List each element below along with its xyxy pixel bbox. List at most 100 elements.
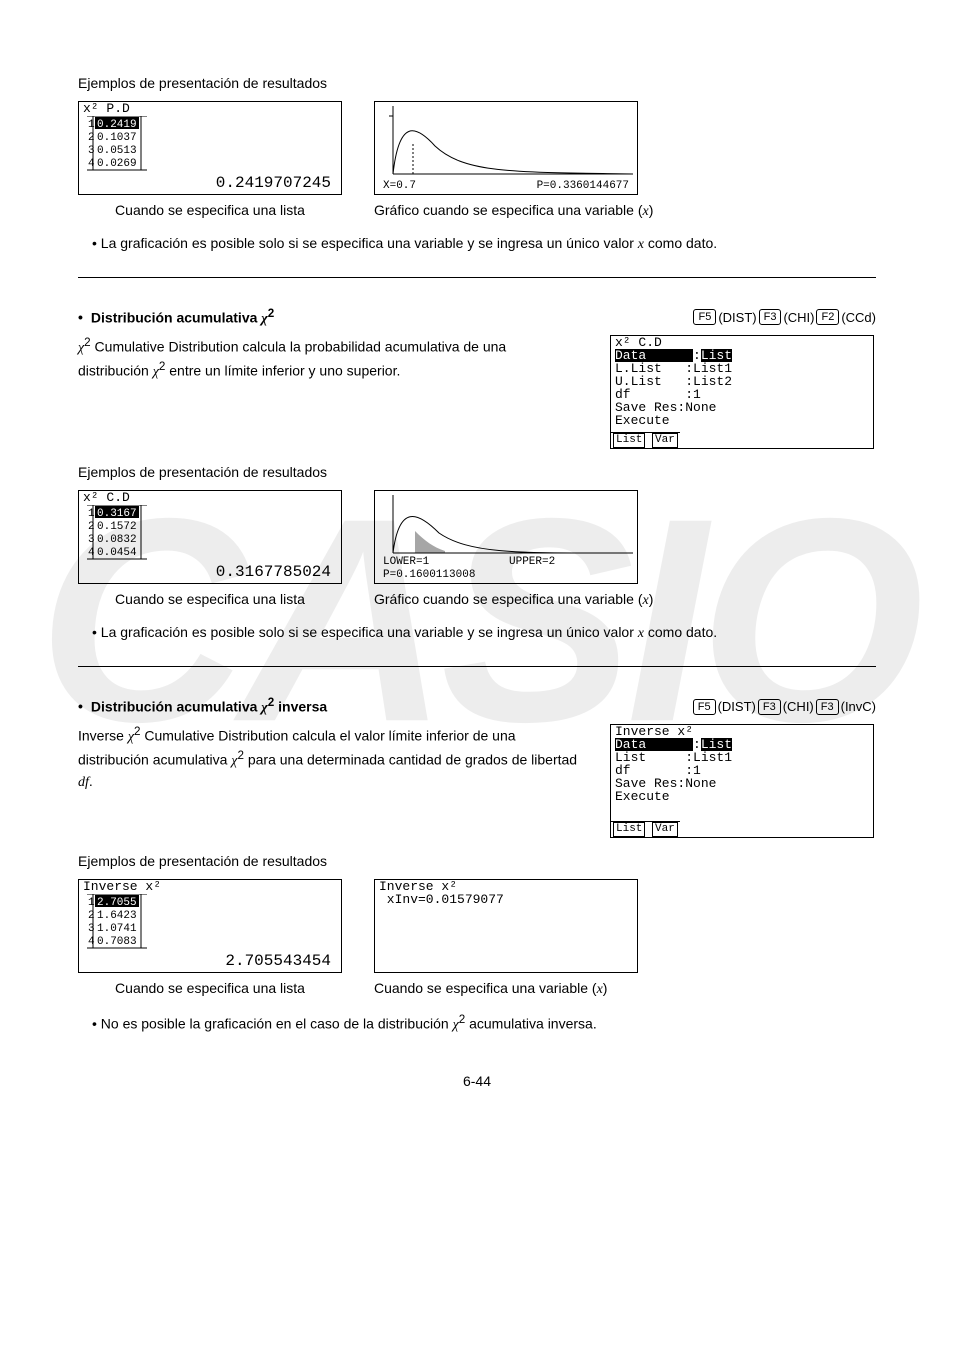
svg-text:0.2419: 0.2419 [97, 119, 137, 131]
lcd-chi2-cum-setup: x² C.D Data :List L.List :List1 U.List :… [610, 335, 874, 449]
svg-text:3: 3 [88, 534, 95, 546]
caption-inv-right: Cuando se especifica una variable (x) [374, 979, 638, 1000]
top-results-row: x² P.D 1 2 3 4 0.2419 0.1037 0.0513 0.02… [78, 101, 876, 222]
svg-text:0.0832: 0.0832 [97, 534, 137, 546]
svg-text:1: 1 [88, 119, 95, 131]
chi2-inv-row: Inverse χ2 Cumulative Distribution calcu… [78, 724, 876, 838]
chi2-cum-row: χ2 Cumulative Distribution calcula la pr… [78, 335, 876, 449]
inv-line2: xInv=0.01579077 [375, 893, 637, 906]
fkey-f2: F2 [816, 309, 839, 325]
svg-text:0.0454: 0.0454 [97, 547, 137, 559]
svg-text:2: 2 [88, 910, 95, 922]
svg-text:0.3167: 0.3167 [97, 508, 137, 520]
lcd-header: x² P.D [79, 102, 341, 115]
svg-text:1: 1 [88, 508, 95, 520]
svg-text:1: 1 [88, 897, 95, 909]
chi2-left-block: x² C.D 1 2 3 4 0.3167 0.1572 0.0832 0.04… [78, 490, 342, 609]
chi2-right-block: LOWER=1 UPPER=2 P=0.1600113008 Gráfico c… [374, 490, 653, 611]
svg-text:2.7055: 2.7055 [97, 897, 137, 909]
page-content: Ejemplos de presentación de resultados x… [78, 74, 876, 1091]
big-value: 0.3167785024 [212, 566, 335, 579]
chi2-inv-right-block: Inverse x² xInv=0.01579077 Cuando se esp… [374, 879, 638, 1000]
list-box: 1 2 3 4 0.2419 0.1037 0.0513 0.0269 [85, 116, 155, 172]
chi2-inv-results-intro: Ejemplos de presentación de resultados [78, 852, 876, 871]
lcd-menu: List Var [611, 432, 680, 448]
top-right-block: X=0.7 P=0.3360144677 Gráfico cuando se e… [374, 101, 653, 222]
chi2-inv-left-block: Inverse x² 1 2 3 4 2.7055 1.6423 1.0741 … [78, 879, 342, 998]
lcd-header: Inverse x² [79, 880, 341, 893]
fkey-f5: F5 [693, 699, 716, 715]
svg-text:3: 3 [88, 145, 95, 157]
page-number: 6-44 [78, 1072, 876, 1091]
lcd-chi2-inv-setup: Inverse x² Data :List List :List1 df :1 … [610, 724, 874, 838]
chi2-inv-para: Inverse χ2 Cumulative Distribution calcu… [78, 724, 578, 838]
list-box: 1 2 3 4 0.3167 0.1572 0.0832 0.0454 [85, 505, 155, 561]
heading-chi2-cum: • Distribución acumulativa χ2 F5(DIST) F… [78, 306, 876, 330]
cd-curve [375, 491, 637, 557]
p-label: P=0.3360144677 [533, 180, 633, 193]
lcd-line: Execute [611, 790, 873, 803]
lcd-chi2-left: x² C.D 1 2 3 4 0.3167 0.1572 0.0832 0.04… [78, 490, 342, 584]
caption-chi2-right: Gráfico cuando se especifica una variabl… [374, 590, 653, 611]
svg-text:0.1572: 0.1572 [97, 521, 137, 533]
big-value: 0.2419707245 [212, 177, 335, 190]
fkey-f3b-label: (InvC) [841, 698, 876, 716]
caption-chi2-left: Cuando se especifica una lista [78, 590, 342, 609]
lcd-top-left: x² P.D 1 2 3 4 0.2419 0.1037 0.0513 0.02… [78, 101, 342, 195]
svg-text:0.1037: 0.1037 [97, 132, 137, 144]
chi2-results-row: x² C.D 1 2 3 4 0.3167 0.1572 0.0832 0.04… [78, 490, 876, 611]
bullet: • [78, 308, 83, 327]
caption-top-left: Cuando se especifica una lista [78, 201, 342, 220]
caption-inv-left: Cuando se especifica una lista [78, 979, 342, 998]
fkeys-chi2-inv: F5(DIST) F3(CHI) F3(InvC) [693, 698, 876, 716]
fkey-f3b: F3 [816, 699, 839, 715]
fkey-f5-label: (DIST) [718, 309, 756, 327]
svg-text:1.0741: 1.0741 [97, 923, 137, 935]
svg-text:0.7083: 0.7083 [97, 936, 137, 948]
lcd-top-right: X=0.7 P=0.3360144677 [374, 101, 638, 195]
lcd-header: x² C.D [79, 491, 341, 504]
svg-text:0.0269: 0.0269 [97, 158, 137, 170]
x-label: X=0.7 [379, 180, 420, 193]
svg-text:0.0513: 0.0513 [97, 145, 137, 157]
svg-text:2: 2 [88, 132, 95, 144]
list-box: 1 2 3 4 2.7055 1.6423 1.0741 0.7083 [85, 894, 155, 950]
divider-1 [78, 277, 876, 278]
chi2-inv-results-row: Inverse x² 1 2 3 4 2.7055 1.6423 1.0741 … [78, 879, 876, 1000]
fkey-f5: F5 [693, 309, 716, 325]
caption-top-right: Gráfico cuando se especifica una variabl… [374, 201, 653, 222]
fkey-f5-label: (DIST) [718, 698, 756, 716]
note-1: • La graficación es posible solo si se e… [108, 234, 876, 255]
fkey-f3a-label: (CHI) [783, 698, 814, 716]
svg-text:4: 4 [88, 158, 95, 170]
svg-text:4: 4 [88, 936, 95, 948]
fkey-f3: F3 [759, 309, 782, 325]
lower-label: LOWER=1 [379, 556, 433, 569]
p-label: P=0.1600113008 [379, 569, 479, 582]
chi2-results-intro: Ejemplos de presentación de resultados [78, 463, 876, 482]
lcd-line: Execute [611, 414, 873, 427]
note-3: • No es posible la graficación en el cas… [92, 1012, 876, 1036]
lcd-chi2-right: LOWER=1 UPPER=2 P=0.1600113008 [374, 490, 638, 584]
pd-curve [375, 102, 637, 180]
lcd-chi2-inv-right: Inverse x² xInv=0.01579077 [374, 879, 638, 973]
fkey-f3-label: (CHI) [783, 309, 814, 327]
lcd-chi2-inv-left: Inverse x² 1 2 3 4 2.7055 1.6423 1.0741 … [78, 879, 342, 973]
bullet: • [78, 697, 83, 716]
title-chi2-inv: Distribución acumulativa χ2 inversa [91, 695, 327, 719]
upper-label: UPPER=2 [505, 556, 559, 569]
svg-text:1.6423: 1.6423 [97, 910, 137, 922]
top-intro: Ejemplos de presentación de resultados [78, 74, 876, 93]
fkeys-chi2-cum: F5(DIST) F3(CHI) F2(CCd) [693, 309, 876, 327]
svg-text:2: 2 [88, 521, 95, 533]
chi2-cum-para: χ2 Cumulative Distribution calcula la pr… [78, 335, 578, 449]
note-2: • La graficación es posible solo si se e… [108, 623, 876, 644]
heading-chi2-inv: • Distribución acumulativa χ2 inversa F5… [78, 695, 876, 719]
lcd-menu: List Var [611, 821, 680, 837]
title-chi2-cum: Distribución acumulativa χ2 [91, 306, 274, 330]
top-left-block: x² P.D 1 2 3 4 0.2419 0.1037 0.0513 0.02… [78, 101, 342, 220]
svg-text:4: 4 [88, 547, 95, 559]
fkey-f2-label: (CCd) [841, 309, 876, 327]
svg-text:3: 3 [88, 923, 95, 935]
fkey-f3a: F3 [758, 699, 781, 715]
